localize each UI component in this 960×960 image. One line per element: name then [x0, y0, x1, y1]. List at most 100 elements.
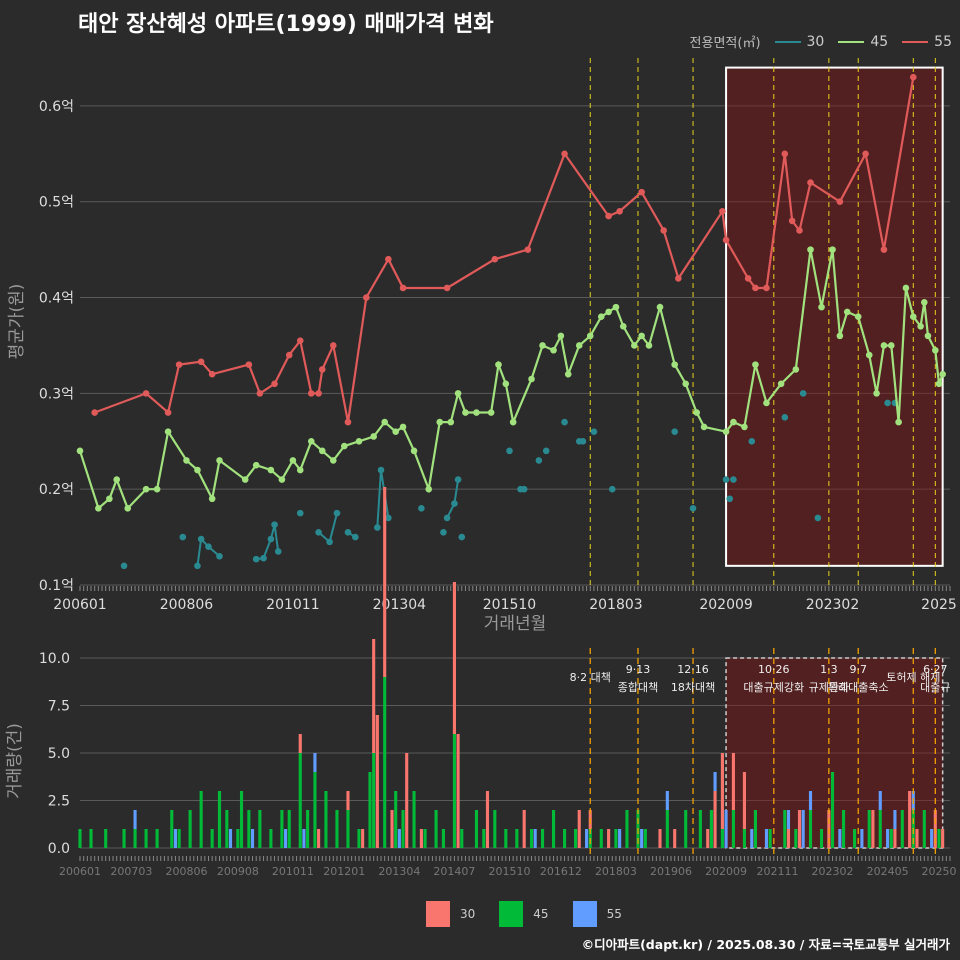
- data-point-30: [458, 533, 466, 541]
- bar-55: [585, 829, 589, 848]
- bar-45: [287, 810, 291, 848]
- bar-55: [808, 791, 813, 810]
- data-point-45: [252, 461, 260, 469]
- bar-45: [401, 810, 405, 848]
- data-point-45: [605, 308, 612, 316]
- data-point-45: [381, 418, 388, 426]
- data-point-55: [524, 246, 532, 253]
- bar-45: [625, 810, 629, 848]
- annotation-date: 12·16: [677, 663, 709, 676]
- data-point-55: [91, 409, 98, 416]
- bar-30: [346, 791, 350, 810]
- data-point-30: [608, 485, 616, 493]
- data-point-45: [880, 342, 888, 349]
- data-point-55: [660, 227, 667, 234]
- bar-legend-key-55: [572, 901, 597, 927]
- bar-legend-label-30: 30: [460, 907, 476, 921]
- bar-x-tick-label: 202405: [867, 865, 909, 878]
- annotation-date: 9·7: [849, 663, 867, 676]
- data-point-45: [296, 466, 304, 474]
- bar-55: [640, 829, 644, 848]
- data-point-30: [418, 505, 425, 512]
- data-point-45: [645, 342, 653, 349]
- data-point-55: [142, 390, 150, 397]
- data-point-30: [344, 529, 352, 536]
- bar-x-tick-label: 20250: [921, 865, 956, 878]
- bar-45: [188, 810, 192, 848]
- annotation-text: 특례대출축소: [828, 681, 889, 694]
- data-point-45: [693, 409, 701, 416]
- data-point-45: [843, 308, 851, 316]
- data-point-45: [447, 418, 455, 426]
- data-point-45: [241, 476, 249, 483]
- bar-45: [423, 829, 427, 848]
- bar-55: [750, 829, 754, 848]
- bar-45: [794, 829, 798, 848]
- annotation-text: 종합대책: [618, 681, 658, 694]
- data-point-45: [564, 370, 572, 378]
- data-point-30: [722, 476, 730, 483]
- data-point-30: [252, 555, 260, 563]
- x-tick-label: 200601: [53, 597, 106, 613]
- bar-legend-key-45: [499, 901, 524, 927]
- data-point-45: [124, 505, 132, 512]
- bar-45: [346, 810, 350, 848]
- bar-30: [372, 639, 376, 753]
- bar-45: [504, 829, 508, 848]
- bar-x-tick-label: 201407: [433, 865, 475, 878]
- data-point-55: [363, 294, 370, 301]
- data-point-30: [671, 428, 678, 435]
- bar-45: [731, 810, 735, 848]
- bar-x-tick-label: 200806: [165, 865, 207, 878]
- bar-45: [133, 829, 137, 848]
- bar-30: [419, 829, 423, 848]
- highlight-box: [725, 66, 944, 567]
- data-point-45: [278, 476, 286, 483]
- bar-45: [562, 829, 567, 848]
- data-point-55: [675, 275, 682, 282]
- data-point-45: [921, 299, 928, 306]
- legend-label-30: 30: [806, 33, 825, 50]
- data-point-45: [473, 409, 480, 416]
- series-line-30-segment: [446, 479, 460, 519]
- bar-30: [522, 810, 526, 848]
- data-point-55: [752, 284, 759, 292]
- y-tick-label: 0.1억: [39, 578, 74, 594]
- bar-45: [357, 829, 361, 848]
- bar-45: [104, 829, 108, 848]
- data-point-30: [814, 514, 822, 522]
- bar-30: [607, 829, 611, 848]
- data-point-55: [443, 284, 451, 292]
- annotation-date: 1·3: [820, 663, 838, 676]
- bar-30: [375, 715, 379, 848]
- y-tick-label: 0.5억: [39, 195, 74, 211]
- bar-55: [665, 791, 669, 810]
- data-point-55: [807, 179, 814, 186]
- bar-55: [397, 829, 401, 848]
- data-point-45: [586, 332, 594, 340]
- data-point-55: [781, 150, 789, 158]
- bar-30: [742, 772, 746, 829]
- data-point-45: [902, 284, 910, 292]
- bar-55: [133, 810, 137, 829]
- bar-45: [867, 810, 871, 848]
- bar-30: [706, 829, 710, 848]
- bar-30: [673, 829, 677, 848]
- annotation-date: 9·13: [626, 663, 651, 676]
- bar-55: [724, 810, 728, 848]
- top-legend: 전용면적(㎡) 30 45 55: [690, 32, 952, 52]
- bar-45: [210, 829, 214, 848]
- data-point-45: [836, 332, 844, 340]
- annotation-date: 10·26: [758, 663, 790, 676]
- bar-45: [460, 829, 464, 848]
- data-point-30: [440, 529, 447, 536]
- data-point-45: [638, 332, 645, 340]
- x-tick-label: 202302: [806, 597, 859, 613]
- data-point-45: [410, 447, 418, 455]
- data-point-30: [730, 476, 737, 483]
- data-point-45: [763, 399, 770, 407]
- bar-45: [434, 810, 438, 848]
- data-point-30: [260, 554, 267, 562]
- annotation-text: 18차대책: [671, 681, 715, 694]
